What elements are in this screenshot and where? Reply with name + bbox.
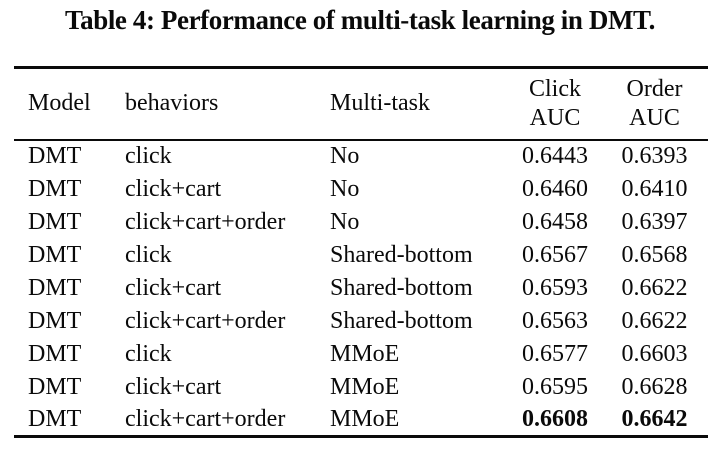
header-multi-task: Multi-task [330, 67, 509, 141]
cell-order-auc: 0.6393 [621, 143, 688, 169]
cell-click-auc: 0.6595 [522, 373, 588, 400]
cell-multi-task: Shared-bottom [330, 241, 473, 268]
cell-behaviors: click [125, 143, 172, 169]
header-click-auc: Click AUC [509, 67, 601, 141]
table-row: DMT click MMoE 0.6577 0.6603 [14, 338, 708, 371]
table-row: DMT click+cart+order Shared-bottom 0.656… [14, 305, 708, 338]
cell-model: DMT [28, 340, 82, 367]
cell-model: DMT [28, 175, 82, 202]
cell-model: DMT [28, 405, 82, 432]
cell-click-auc: 0.6460 [522, 175, 588, 202]
cell-behaviors: click+cart+order [125, 208, 286, 235]
cell-behaviors: click [125, 241, 172, 268]
cell-click-auc: 0.6577 [522, 340, 588, 367]
header-order-auc-line2: AUC [629, 104, 680, 131]
cell-multi-task: No [330, 143, 360, 169]
header-row: Model behaviors Multi-task Click AUC Ord… [14, 67, 708, 141]
cell-model: DMT [28, 274, 82, 301]
cell-behaviors: click+cart+order [125, 307, 286, 334]
cell-click-auc: 0.6593 [522, 274, 588, 301]
cell-order-auc: 0.6397 [621, 208, 688, 235]
table-caption: Table 4: Performance of multi-task learn… [64, 5, 656, 35]
header-model: Model [14, 67, 125, 141]
cell-order-auc: 0.6622 [621, 307, 688, 334]
cell-model: DMT [28, 143, 82, 169]
cell-behaviors: click+cart [125, 373, 222, 400]
cell-multi-task: No [330, 175, 360, 202]
cell-order-auc: 0.6603 [621, 340, 688, 367]
table-row: DMT click+cart No 0.6460 0.6410 [14, 173, 708, 206]
header-click-auc-line2: AUC [529, 104, 581, 131]
header-behaviors: behaviors [125, 67, 330, 141]
cell-click-auc: 0.6567 [522, 241, 588, 268]
cell-multi-task: Shared-bottom [330, 274, 473, 301]
cell-click-auc: 0.6458 [522, 208, 588, 235]
cell-multi-task: MMoE [330, 405, 400, 432]
cell-order-auc: 0.6622 [621, 274, 688, 301]
header-order-auc: Order AUC [601, 67, 708, 141]
cell-model: DMT [28, 373, 82, 400]
cell-multi-task: MMoE [330, 340, 400, 367]
cell-order-auc-best: 0.6642 [621, 405, 688, 432]
cell-click-auc-best: 0.6608 [522, 405, 588, 432]
header-click-auc-line1: Click [529, 75, 581, 102]
cell-model: DMT [28, 307, 82, 334]
cell-click-auc: 0.6443 [522, 143, 588, 169]
cell-multi-task: MMoE [330, 373, 400, 400]
cell-behaviors: click+cart+order [125, 405, 286, 432]
header-order-auc-line1: Order [626, 75, 683, 102]
cell-order-auc: 0.6628 [621, 373, 688, 400]
cell-order-auc: 0.6410 [621, 175, 688, 202]
cell-click-auc: 0.6563 [522, 307, 588, 334]
cell-behaviors: click+cart [125, 274, 222, 301]
cell-multi-task: Shared-bottom [330, 307, 473, 334]
cell-behaviors: click [125, 340, 172, 367]
table-row: DMT click+cart Shared-bottom 0.6593 0.66… [14, 272, 708, 305]
cell-order-auc: 0.6568 [621, 241, 688, 268]
table-row: DMT click+cart+order MMoE 0.6608 0.6642 [14, 404, 708, 437]
cell-behaviors: click+cart [125, 175, 222, 202]
table-row: DMT click No 0.6443 0.6393 [14, 140, 708, 173]
table-row: DMT click Shared-bottom 0.6567 0.6568 [14, 239, 708, 272]
table-row: DMT click+cart+order No 0.6458 0.6397 [14, 206, 708, 239]
results-table: Model behaviors Multi-task Click AUC Ord… [14, 66, 708, 438]
cell-multi-task: No [330, 208, 360, 235]
cell-model: DMT [28, 208, 82, 235]
table-row: DMT click+cart MMoE 0.6595 0.6628 [14, 371, 708, 404]
cell-model: DMT [28, 241, 82, 268]
